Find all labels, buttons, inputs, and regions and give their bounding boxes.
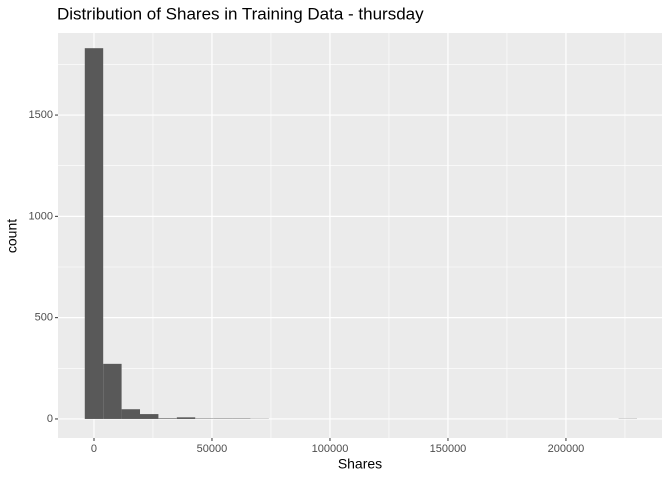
bar <box>140 414 159 419</box>
x-tick-label: 150000 <box>430 443 467 455</box>
x-tick-label: 100000 <box>312 443 349 455</box>
y-axis-label: count <box>4 219 20 253</box>
y-tick-label: 0 <box>47 413 53 425</box>
bar <box>176 417 196 419</box>
chart-title: Distribution of Shares in Training Data … <box>57 4 424 23</box>
bar <box>158 418 177 419</box>
y-tick-label: 1000 <box>29 210 53 222</box>
bar <box>84 48 104 419</box>
x-tick-label: 0 <box>91 443 97 455</box>
x-axis-label: Shares <box>338 456 382 472</box>
y-tick-label: 1500 <box>29 109 53 121</box>
bar <box>121 409 141 419</box>
x-tick-label: 200000 <box>548 443 585 455</box>
plot-panel <box>58 33 662 438</box>
bar <box>103 363 122 419</box>
y-tick-label: 500 <box>35 312 53 324</box>
x-tick-label: 50000 <box>197 443 228 455</box>
